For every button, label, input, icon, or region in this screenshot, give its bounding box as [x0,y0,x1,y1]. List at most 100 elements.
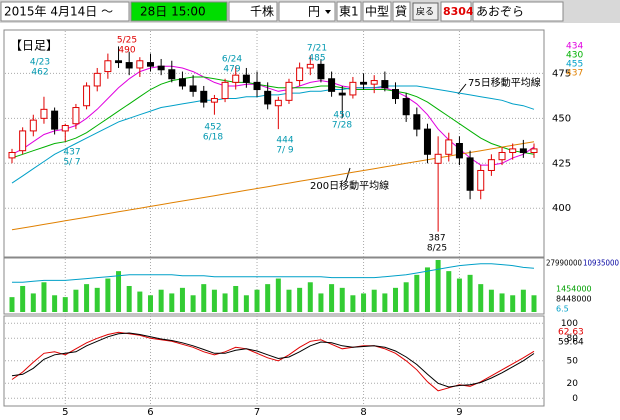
annotation-date: 4/23 [30,58,50,68]
candle-body [72,107,80,125]
volume-bar [116,271,122,312]
moving-average [11,65,535,166]
end-box[interactable] [130,1,228,22]
candle-body [349,81,357,96]
candle-body [519,148,527,153]
volume-bar [510,295,516,312]
candle-body [338,92,346,96]
annotation-value: 450 [333,111,350,121]
volume-bar [30,293,36,312]
volume-bar [393,287,399,312]
period: 2015年 4月14日 ～ [4,5,113,19]
candle-body [168,69,176,80]
candle-body [29,119,37,132]
legend-value: 437 [566,69,583,79]
volume-bar [424,267,430,312]
annotation-value: 479 [223,65,240,75]
y-tick-label: 0 [572,394,578,404]
annotation-date: 8/25 [427,244,447,254]
annotation-value: 387 [428,234,445,244]
back-button[interactable] [412,2,439,21]
y-tick-label: 100 [561,319,578,329]
volume-bar [94,287,100,312]
ma200-label: 200日移動平均線 [310,179,389,192]
legend-value: 455 [566,60,583,70]
volume-readout: 8448000 [556,295,592,304]
volume-bar [478,284,484,312]
volume-bar [201,284,207,312]
candle-body [445,139,453,155]
candle-body [136,60,144,69]
candle-body [83,85,91,107]
volume-bar [179,287,185,312]
candle-body [61,125,69,132]
candle-body [296,67,304,82]
candle-body [40,108,48,119]
volume-bar [233,285,239,312]
candle-body [466,157,474,191]
period-box [0,1,130,22]
volume-bar [329,284,335,312]
volume-bar [488,289,494,312]
legend-value: 62.63 [558,328,584,338]
legend-value: 430 [566,51,583,61]
volume-readout: 1454000 [556,285,592,294]
legend-value: 434 [566,42,583,52]
moving-average [11,141,535,231]
candle-body [19,130,27,152]
code: 8304 [443,5,474,18]
margin-box [392,1,411,22]
annotation-date: 7/ 9 [276,146,294,156]
x-tick-label: 8 [360,407,366,418]
chart-title: 【日足】 [10,39,58,53]
candle-body [157,65,165,71]
volume-bar [73,289,79,312]
currency-select[interactable] [278,1,336,22]
volume-readout: 10935000 [583,259,619,268]
pointer [345,167,351,182]
volume-bar [361,293,367,312]
legend-value: 59.64 [558,338,584,348]
moving-average [11,76,535,159]
volume-bar [435,259,441,312]
candle-body [434,153,442,164]
volume-pane [3,257,545,315]
candle-body [477,169,485,191]
name-box [472,1,564,22]
candle-body [360,81,368,85]
stock-name: あおぞら [476,5,524,19]
x-tick-label: 9 [456,407,462,418]
candle-body [93,72,101,87]
volume-bar [318,293,324,312]
candle-body [125,62,133,69]
code-box [440,1,472,22]
pointer [457,83,467,95]
volume-bar [339,287,345,312]
size-box [362,1,392,22]
candle-body [8,151,16,159]
volume-bar [126,285,132,312]
oscillator-line [11,331,535,392]
annotation-date: 5/25 [117,36,137,46]
x-tick-label: 5 [62,407,68,418]
volume-bar [62,297,68,312]
volume-bar [520,289,526,312]
volume-readout: 6.5 [556,305,569,314]
candle-body [413,114,421,130]
candle-body [232,74,240,83]
volume-bar [190,295,196,312]
candle-body [104,60,112,73]
end-date: 28日 15:00 [140,5,206,19]
ma75-label: 75日移動平均線 [468,76,541,89]
annotation-date: 5/ 7 [63,158,80,168]
candle-body [530,148,538,153]
x-tick-label: 6 [147,407,153,418]
y-tick-label: 450 [552,113,571,124]
candle-body [455,143,463,159]
candle-body [221,81,229,100]
volume-bar [243,295,249,312]
volume-bar [265,284,271,312]
annotation-date: 7/21 [307,44,327,54]
y-tick-label: 50 [567,356,579,366]
market: 東1 [339,5,359,19]
